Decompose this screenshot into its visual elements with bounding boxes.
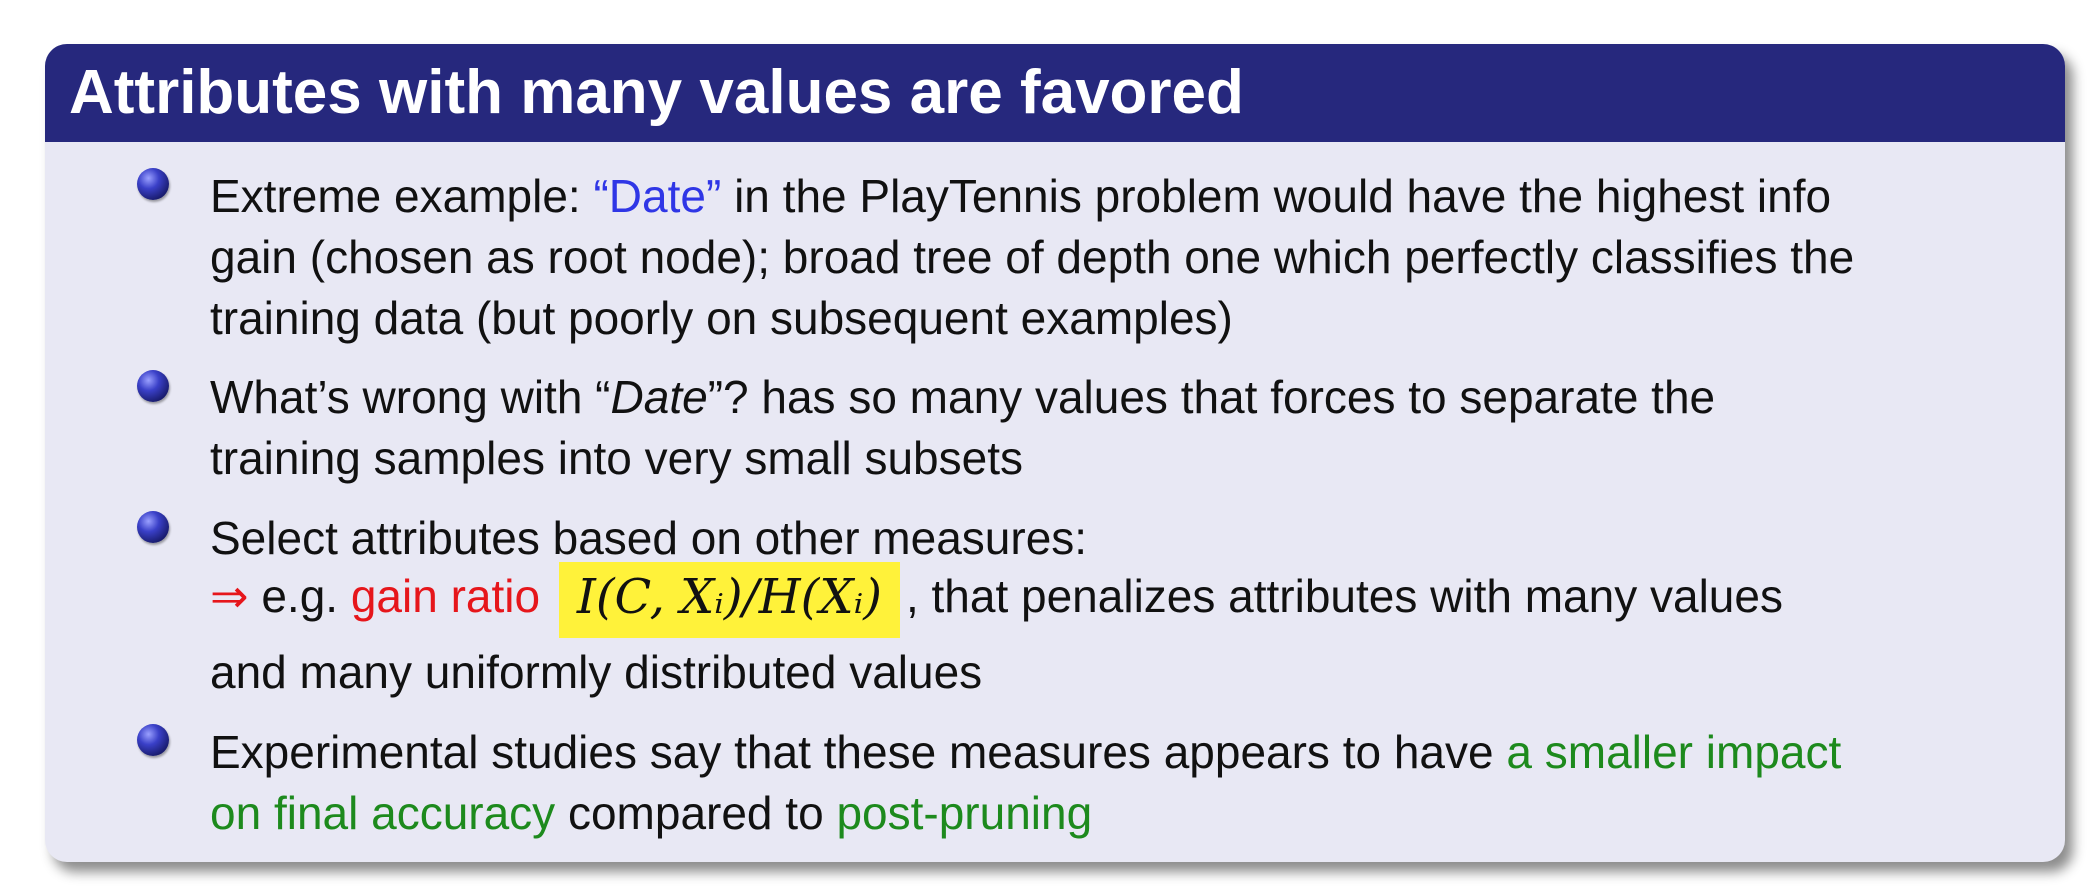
bullet-3-line-2: ⇒ e.g. gain ratio I(C, Xᵢ)/H(Xᵢ), that p…	[210, 562, 1783, 638]
text-segment: , that penalizes attributes with many va…	[905, 570, 1783, 623]
text-segment: training data (but poorly on subsequent …	[210, 292, 1233, 344]
slide-block: Attributes with many values are favored	[45, 44, 2065, 862]
date-italic: Date	[610, 371, 708, 423]
slide-title: Attributes with many values are favored	[45, 44, 2065, 142]
bullet-1-icon	[137, 168, 169, 200]
bullet-1-line-3: training data (but poorly on subsequent …	[210, 288, 1233, 348]
text-segment: e.g.	[248, 570, 351, 623]
bullet-4-line-2: on final accuracy compared to post-pruni…	[210, 783, 1092, 843]
text-segment: ”? has so many values that forces to sep…	[707, 371, 1716, 423]
implies-arrow-icon: ⇒	[210, 569, 249, 624]
bullet-3-line-1: Select attributes based on other measure…	[210, 508, 1087, 568]
bullet-2-line-1: What’s wrong with “Date”? has so many va…	[210, 367, 1715, 427]
text-segment: and many uniformly distributed values	[210, 646, 983, 698]
text-segment: gain (chosen as root node); broad tree o…	[210, 231, 1855, 283]
text-segment: training samples into very small subsets	[210, 432, 1023, 484]
gain-ratio-term: gain ratio	[350, 570, 541, 623]
post-pruning-term: post-pruning	[836, 787, 1093, 839]
bullet-2-line-2: training samples into very small subsets	[210, 428, 1023, 488]
bullet-3-line-3: and many uniformly distributed values	[210, 642, 982, 702]
text-segment: What’s wrong with “	[210, 371, 611, 423]
final-accuracy-term: on final accuracy	[210, 787, 556, 839]
bullet-1-line-1: Extreme example: “Date” in the PlayTenni…	[210, 166, 1831, 226]
text-segment: in the PlayTennis problem would have the…	[721, 170, 1832, 222]
smaller-impact-term: a smaller impact	[1506, 726, 1842, 778]
bullet-2-icon	[137, 370, 169, 402]
bullet-4-icon	[137, 724, 169, 756]
gain-ratio-formula: I(C, Xᵢ)/H(Xᵢ)	[558, 562, 900, 638]
bullet-3-icon	[137, 511, 169, 543]
text-segment: Extreme example:	[210, 170, 594, 222]
text-segment: compared to	[555, 787, 837, 839]
date-term: “Date”	[593, 170, 722, 222]
bullet-4-line-1: Experimental studies say that these meas…	[210, 722, 1841, 782]
text-segment: Select attributes based on other measure…	[210, 512, 1088, 564]
bullet-1-line-2: gain (chosen as root node); broad tree o…	[210, 227, 1854, 287]
text-segment: Experimental studies say that these meas…	[210, 726, 1507, 778]
